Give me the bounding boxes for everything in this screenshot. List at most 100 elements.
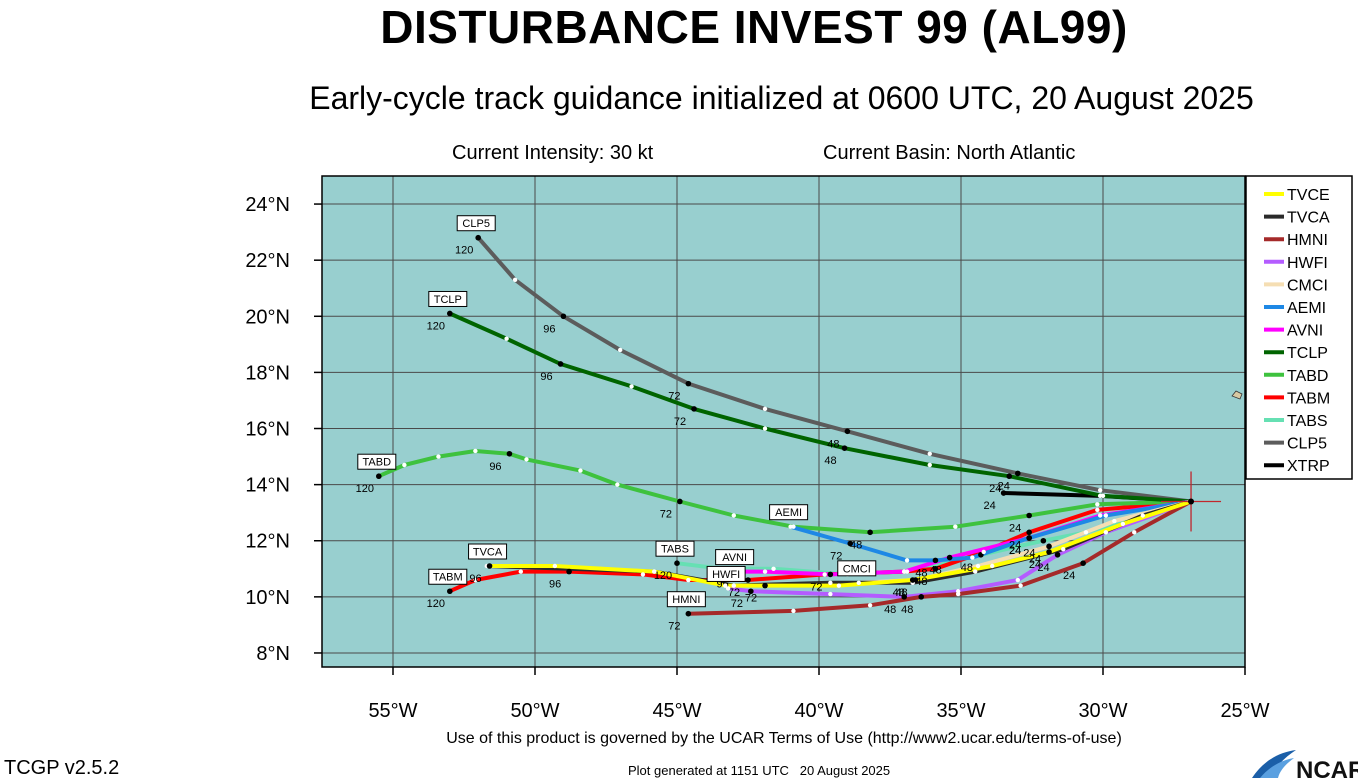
forecast-hour-label-tclp: 24 — [989, 483, 1001, 495]
ncar-logo: NCAR — [1252, 750, 1358, 780]
track-point-tabs — [771, 566, 776, 571]
forecast-hour-dot-avni — [946, 554, 953, 561]
x-tick-label: 45°W — [652, 700, 701, 722]
track-point-tclp — [1100, 493, 1106, 499]
track-point-tvca — [973, 569, 978, 574]
track-end-label-box-hmni — [666, 591, 706, 608]
forecast-hour-dot-cmci — [1046, 543, 1052, 550]
forecast-hour-label-aemi: 24 — [1009, 545, 1021, 557]
forecast-hour-label-clp5: 120 — [455, 245, 473, 257]
track-point-tclp — [762, 426, 768, 431]
x-tick-label: 50°W — [510, 700, 559, 722]
island-shape — [1231, 390, 1243, 400]
track-point-avni — [762, 569, 768, 574]
forecast-hour-dot-xtrp — [1000, 490, 1007, 496]
track-point-tabm — [822, 572, 827, 577]
ncar-logo-text: NCAR — [1296, 757, 1358, 780]
track-point-tabd — [615, 482, 620, 487]
forecast-hour-dot-tvce — [762, 582, 768, 589]
track-point-hmni — [867, 603, 873, 608]
track-end-label-hwfi: HWFI — [712, 569, 740, 581]
legend-label-clp5: CLP5 — [1287, 436, 1327, 453]
legend-label-hmni: HMNI — [1287, 232, 1328, 249]
y-tick-label: 12°N — [245, 531, 290, 553]
track-point-tvca — [731, 583, 736, 588]
legend-label-tabd: TABD — [1287, 368, 1328, 385]
forecast-hour-label-aemi: 72 — [830, 551, 842, 563]
forecast-hour-label-tabs: 120 — [654, 570, 672, 582]
track-end-label-tabd: TABD — [363, 457, 392, 469]
track-point-hmni — [955, 591, 961, 597]
y-tick-label: 22°N — [245, 250, 290, 272]
forecast-hour-dot-tabd — [867, 529, 873, 536]
forecast-hour-dot-tclp — [841, 445, 848, 451]
track-point-hwfi — [828, 591, 833, 597]
track-point-tabd — [524, 457, 529, 462]
track-point-hmni — [791, 608, 796, 614]
track-point-cmci — [1112, 518, 1117, 524]
forecast-hour-label-tclp: 48 — [824, 455, 836, 467]
track-point-hmni — [1018, 583, 1023, 588]
forecast-hour-dot-tabs — [674, 560, 680, 566]
forecast-hour-dot-tvce — [909, 577, 916, 583]
y-tick-label: 10°N — [245, 587, 290, 609]
legend-box — [1245, 175, 1353, 480]
track-point-aemi — [904, 558, 910, 563]
track-point-tabd — [1095, 502, 1100, 507]
forecast-hour-label-clp5: 24 — [998, 480, 1010, 492]
forecast-hour-label-tabd: 96 — [489, 461, 501, 473]
track-point-hwfi — [725, 586, 731, 591]
track-end-label-box-tvce — [468, 543, 508, 560]
legend-label-cmci: CMCI — [1287, 277, 1328, 294]
track-point-tclp — [504, 336, 509, 341]
x-tick-label: 55°W — [368, 700, 417, 722]
forecast-hour-label-tabd: 24 — [1009, 522, 1021, 534]
x-tick-label: 30°W — [1078, 700, 1127, 722]
track-end-label-cmci: CMCI — [843, 563, 871, 575]
forecast-hour-label-avni: 24 — [1009, 545, 1021, 557]
track-point-tabd — [731, 513, 736, 518]
y-tick-label: 8°N — [256, 643, 290, 665]
forecast-hour-label-tvce: 72 — [745, 593, 757, 605]
y-tick-label: 14°N — [245, 475, 290, 497]
legend-label-xtrp: XTRP — [1287, 458, 1330, 475]
legend-label-avni: AVNI — [1287, 323, 1323, 340]
track-point-tclp — [629, 384, 634, 389]
legend-label-aemi: AEMI — [1287, 300, 1326, 317]
forecast-hour-dot-tclp — [557, 361, 564, 367]
x-tick-label: 35°W — [936, 700, 985, 722]
version-label: TCGP v2.5.2 — [4, 757, 120, 779]
forecast-hour-dot-aemi — [847, 540, 854, 547]
track-end-label-tvce: TVCA — [473, 546, 503, 558]
forecast-hour-label-avni: 72 — [810, 581, 822, 593]
forecast-hour-dot-tvce — [1046, 549, 1052, 555]
y-tick-label: 24°N — [245, 194, 290, 216]
plot-frame — [321, 175, 1246, 668]
current-intensity: Current Intensity: 30 kt — [452, 142, 654, 164]
forecast-hour-dot-hwfi — [1054, 551, 1061, 558]
forecast-hour-label-tabm: 72 — [728, 587, 740, 599]
forecast-hour-label-hwfi: 24 — [1037, 562, 1049, 574]
forecast-hour-dot-tabd — [677, 498, 683, 505]
track-point-tabd — [436, 454, 441, 459]
forecast-hour-dot-avni — [827, 571, 834, 578]
track-point-clp5 — [512, 277, 518, 283]
track-point-tvce — [723, 583, 728, 588]
track-line-aemi — [788, 499, 1193, 563]
track-point-aemi — [788, 524, 793, 529]
track-point-hwfi — [1103, 530, 1109, 535]
track-point-tvce — [652, 569, 657, 574]
track-point-tabm — [518, 569, 523, 574]
track-point-avni — [1097, 513, 1103, 518]
track-point-tabm — [686, 577, 691, 583]
track-point-cmci — [975, 563, 981, 569]
track-end-label-box-cmci — [837, 560, 877, 577]
forecast-hour-label-xtrp: 24 — [983, 500, 995, 512]
track-end-label-box-avni — [715, 549, 755, 566]
forecast-hour-label-aemi: 48 — [915, 567, 927, 579]
forecast-hour-label-hwfi: 72 — [731, 598, 743, 610]
chart-title: DISTURBANCE INVEST 99 (AL99) — [380, 1, 1128, 53]
forecast-hour-dot-clp5 — [844, 428, 851, 435]
forecast-hour-dot-hwfi — [748, 588, 754, 595]
